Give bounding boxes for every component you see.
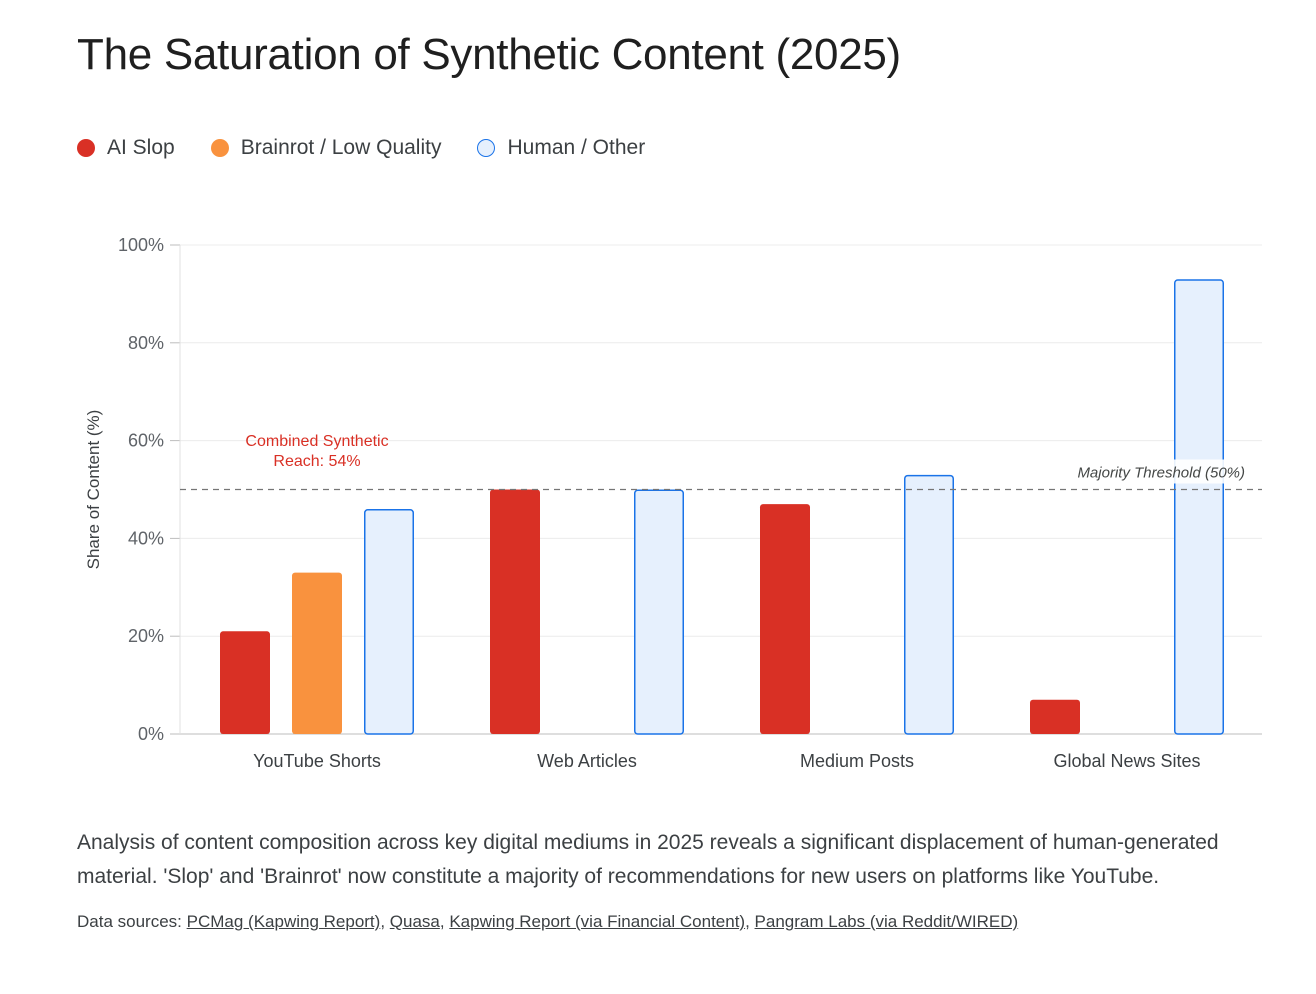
legend-swatch-brainrot (210, 139, 229, 157)
y-tick-label: 20% (128, 626, 164, 646)
bar-human-other (364, 509, 414, 735)
overlay-layer: Majority Threshold (50%) Combined Synthet… (180, 433, 1262, 491)
y-tick-label: 80% (128, 333, 164, 353)
y-axis-title: Share of Content (%) (84, 410, 103, 570)
y-tick-label: 40% (128, 528, 164, 548)
legend-label-human: Human / Other (507, 136, 646, 159)
axis-layer: 0% 20% 40% 60% 80% 100% Share of Content (%) Yo… (84, 235, 1201, 771)
bar-human-other (634, 489, 684, 735)
legend-swatch-human (477, 139, 496, 157)
bar-ai-slop (490, 489, 540, 734)
bar-ai-slop (760, 504, 810, 734)
x-tick-label: Web Articles (537, 751, 637, 771)
legend-item-ai-slop[interactable]: AI Slop (77, 136, 175, 160)
x-tick-label: YouTube Shorts (253, 751, 381, 771)
annotation-line: Reach: 54% (273, 453, 360, 470)
threshold-label-background (1064, 459, 1254, 484)
threshold-label: Majority Threshold (50%) (1077, 465, 1245, 482)
x-tick-label: Medium Posts (800, 751, 914, 771)
bar-ai-slop (1030, 699, 1080, 734)
legend-item-human[interactable]: Human / Other (477, 136, 645, 160)
data-sources: Data sources: PCMag (Kapwing Report), Qu… (77, 912, 1019, 931)
bar-layer (220, 279, 1224, 735)
legend-label-ai-slop: AI Slop (107, 136, 175, 159)
legend-item-brainrot[interactable]: Brainrot / Low Quality (210, 136, 442, 160)
page-title: The Saturation of Synthetic Content (202… (77, 30, 901, 79)
x-tick-label: Global News Sites (1053, 751, 1200, 771)
source-link-quasa[interactable]: Quasa (389, 912, 440, 931)
y-tick-label: 0% (138, 724, 164, 744)
bar-brainrot-low-quality (292, 572, 342, 734)
sources-prefix: Data sources: (77, 912, 182, 931)
legend-swatch-ai-slop (77, 139, 95, 157)
bar-chart: 0% 20% 40% 60% 80% 100% Share of Content (%) Yo… (84, 235, 1262, 771)
bar-ai-slop (220, 631, 270, 734)
legend-label-brainrot: Brainrot / Low Quality (240, 136, 442, 159)
y-tick-label: 60% (128, 431, 164, 451)
source-link-kapwing[interactable]: Kapwing Report (via Financial Content) (449, 912, 746, 931)
bar-human-other (1174, 279, 1224, 735)
y-tick-label: 100% (118, 235, 164, 255)
source-link-pangram[interactable]: Pangram Labs (via Reddit/WIRED) (754, 912, 1019, 931)
chart-legend: AI Slop Brainrot / Low Quality Human / O… (77, 136, 681, 160)
annotation-line: Combined Synthetic (245, 433, 388, 450)
source-link-pcmag[interactable]: PCMag (Kapwing Report) (186, 912, 381, 931)
bar-human-other (904, 474, 954, 735)
chart-description: Analysis of content composition across k… (77, 831, 1219, 888)
